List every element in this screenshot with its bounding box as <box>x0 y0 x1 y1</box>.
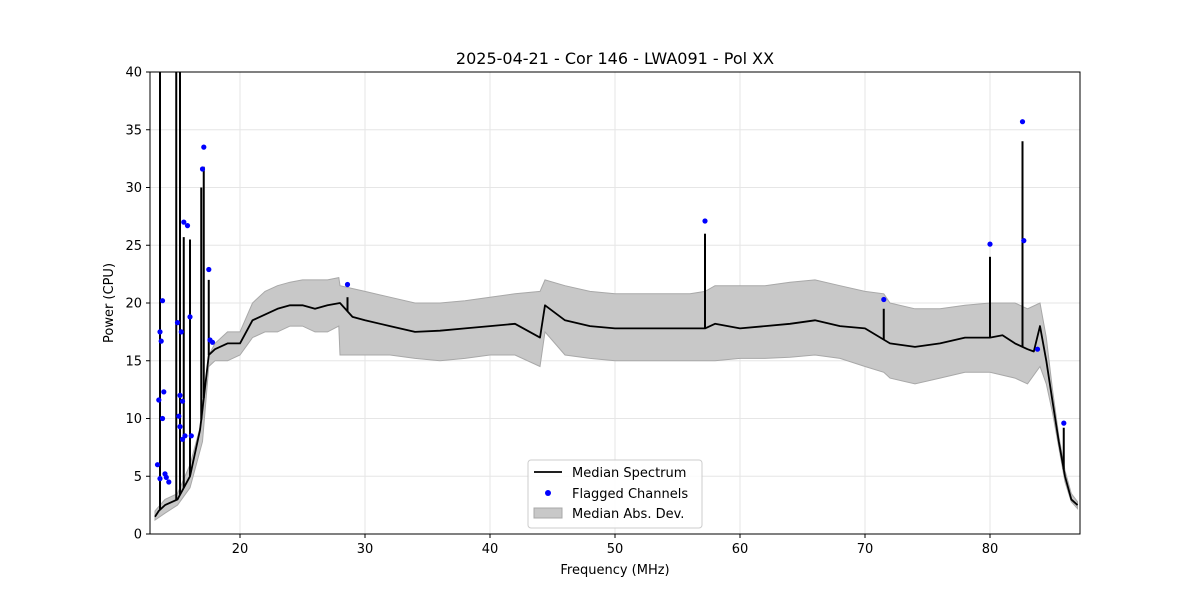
flagged-point <box>187 314 193 320</box>
flagged-point <box>163 474 169 480</box>
flagged-point <box>199 166 206 172</box>
flagged-point <box>1061 420 1067 426</box>
y-tick-label: 15 <box>125 354 142 369</box>
y-axis-ticks: 0 5 10 15 20 25 30 35 40 <box>125 66 150 543</box>
flagged-point <box>161 389 167 395</box>
x-tick-label: 70 <box>857 542 874 557</box>
flagged-point <box>1034 346 1041 352</box>
flagged-point <box>209 339 216 345</box>
chart-title: 2025-04-21 - Cor 146 - LWA091 - Pol XX <box>456 49 774 68</box>
x-tick-label: 30 <box>357 542 374 557</box>
flagged-point <box>206 266 212 273</box>
flagged-point <box>176 413 182 419</box>
x-axis-ticks: 20 30 40 50 60 70 80 <box>232 534 999 557</box>
flagged-point <box>344 281 351 288</box>
x-tick-label: 80 <box>982 542 999 557</box>
legend-flagged-swatch <box>545 490 551 496</box>
x-tick-label: 20 <box>232 542 249 557</box>
y-tick-label: 30 <box>125 181 142 196</box>
y-tick-label: 0 <box>134 528 142 543</box>
flagged-point <box>154 462 161 468</box>
flagged-point <box>188 433 194 439</box>
legend-box <box>527 459 703 529</box>
flagged-point <box>166 479 172 485</box>
flagged-point <box>158 338 164 344</box>
x-tick-label: 40 <box>482 542 499 557</box>
flagged-point <box>157 329 163 335</box>
y-tick-label: 35 <box>125 123 142 138</box>
flagged-point <box>182 433 188 439</box>
flagged-point <box>177 392 183 398</box>
y-tick-label: 40 <box>125 66 142 81</box>
flagged-point <box>159 415 166 422</box>
y-tick-label: 10 <box>125 412 142 427</box>
flagged-point <box>156 397 162 403</box>
legend-median-label: Median Spectrum <box>572 466 686 481</box>
median-abs-dev-band <box>154 277 1078 522</box>
legend-mad-label: Median Abs. Dev. <box>572 507 684 522</box>
legend-mad-swatch <box>533 507 563 519</box>
mad-band-area <box>154 277 1078 522</box>
flagged-point <box>178 329 184 335</box>
flagged-channels-series <box>154 119 1067 485</box>
flagged-point <box>177 424 183 430</box>
flagged-point <box>174 320 181 326</box>
flagged-point <box>881 296 887 303</box>
legend-flagged-label: Flagged Channels <box>572 487 688 502</box>
y-tick-label: 25 <box>125 239 142 254</box>
flagged-point <box>157 476 163 482</box>
y-axis-label: Power (CPU) <box>102 263 117 343</box>
flagged-point <box>179 398 186 404</box>
y-tick-label: 20 <box>125 297 142 312</box>
flagged-point <box>201 144 207 150</box>
x-tick-label: 50 <box>607 542 624 557</box>
y-tick-label: 5 <box>134 470 142 485</box>
x-axis-label: Frequency (MHz) <box>560 563 669 578</box>
flagged-point <box>987 241 993 247</box>
flagged-point <box>1019 119 1026 125</box>
legend: Median Spectrum Flagged Channels Median … <box>527 459 703 529</box>
flagged-point <box>181 219 187 225</box>
flagged-point <box>184 223 191 229</box>
x-tick-label: 60 <box>732 542 749 557</box>
flagged-point <box>1021 238 1027 244</box>
flagged-point <box>159 298 166 304</box>
flagged-point <box>702 218 708 224</box>
median-spectrum-line <box>154 302 1079 518</box>
